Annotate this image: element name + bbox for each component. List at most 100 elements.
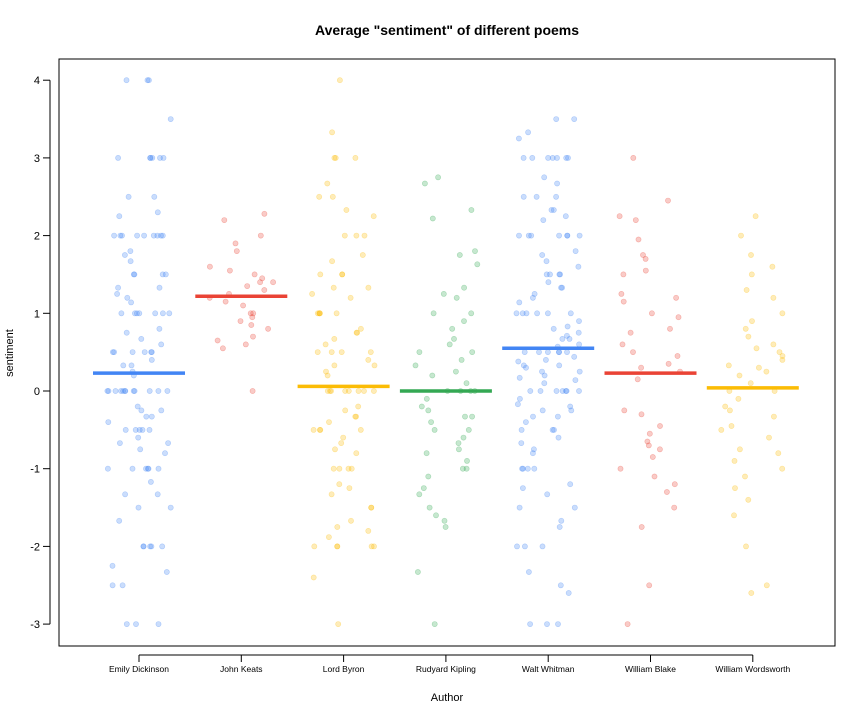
data-point (122, 388, 129, 394)
data-point (352, 413, 359, 420)
data-point (248, 322, 255, 328)
data-point (140, 543, 147, 550)
data-point (105, 388, 112, 394)
data-point (559, 284, 565, 291)
data-point (155, 388, 162, 394)
x-tick-label: Walt Whitman (522, 664, 575, 674)
data-point (539, 543, 546, 550)
data-point (554, 154, 560, 161)
data-point (367, 349, 374, 355)
data-point (345, 388, 352, 394)
data-point (146, 426, 153, 433)
data-point (119, 232, 125, 239)
data-point (159, 271, 166, 278)
data-point (336, 465, 343, 472)
data-point (745, 333, 752, 340)
data-point (132, 426, 139, 433)
data-point (324, 388, 331, 394)
data-point (347, 294, 354, 301)
data-point (159, 310, 166, 317)
data-point (722, 403, 729, 410)
data-point (736, 372, 743, 379)
data-point (334, 543, 341, 550)
data-point (428, 419, 434, 425)
data-point (430, 310, 437, 317)
data-point (526, 569, 532, 575)
data-point (270, 279, 276, 286)
data-point (331, 335, 338, 342)
data-point (618, 290, 625, 297)
data-point (528, 232, 535, 239)
data-point (420, 485, 427, 491)
data-point (334, 543, 340, 550)
data-point (564, 232, 571, 239)
data-point (328, 388, 334, 394)
data-point (737, 446, 743, 453)
data-point (247, 310, 254, 317)
data-point (147, 543, 153, 550)
y-tick-label: 1 (34, 308, 40, 320)
data-point (551, 426, 557, 433)
data-point (332, 446, 338, 453)
data-point (368, 504, 375, 511)
data-point (520, 154, 527, 161)
data-point (138, 407, 145, 414)
data-point (539, 368, 545, 375)
data-point (147, 154, 153, 161)
data-point (139, 426, 146, 433)
data-point (749, 318, 755, 324)
data-point (520, 465, 526, 472)
data-point (317, 271, 324, 278)
data-point (112, 388, 119, 394)
data-point (431, 621, 438, 627)
y-tick-label: -3 (30, 619, 40, 631)
data-point (465, 426, 472, 433)
data-point (458, 356, 465, 363)
data-point (559, 388, 566, 394)
data-point (361, 388, 367, 394)
data-point (257, 279, 263, 286)
data-point (531, 465, 538, 472)
data-point (541, 174, 548, 181)
data-point (549, 154, 556, 161)
data-point (250, 310, 257, 317)
data-point (529, 154, 536, 161)
data-point (317, 310, 323, 317)
data-point (544, 621, 550, 627)
data-point (206, 263, 213, 270)
data-point (674, 353, 681, 359)
data-point (341, 232, 348, 239)
data-point (742, 325, 749, 332)
data-point (324, 372, 331, 379)
data-point (370, 388, 377, 394)
data-point (539, 407, 546, 414)
data-point (771, 413, 777, 420)
data-point (514, 543, 520, 550)
data-point (129, 349, 136, 355)
data-point (518, 426, 525, 433)
y-tick-label: -1 (30, 464, 40, 476)
data-point (114, 290, 120, 297)
data-point (158, 232, 164, 239)
data-point (122, 491, 128, 498)
data-point (555, 413, 561, 420)
data-point (747, 380, 754, 387)
data-point (559, 335, 566, 342)
data-point (530, 294, 536, 301)
data-point (159, 543, 166, 550)
data-point (524, 465, 531, 472)
data-point (130, 271, 137, 278)
data-point (131, 310, 138, 317)
data-point (635, 236, 642, 243)
data-point (667, 325, 673, 332)
data-point (541, 380, 548, 387)
data-point (728, 423, 735, 429)
data-point (342, 388, 349, 394)
data-point (324, 180, 331, 187)
data-point (463, 380, 470, 387)
data-point (459, 465, 466, 472)
data-point (134, 232, 140, 239)
data-point (616, 213, 623, 220)
data-point (745, 496, 752, 503)
